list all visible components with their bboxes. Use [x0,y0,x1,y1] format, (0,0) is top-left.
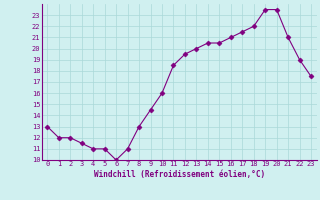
X-axis label: Windchill (Refroidissement éolien,°C): Windchill (Refroidissement éolien,°C) [94,170,265,179]
